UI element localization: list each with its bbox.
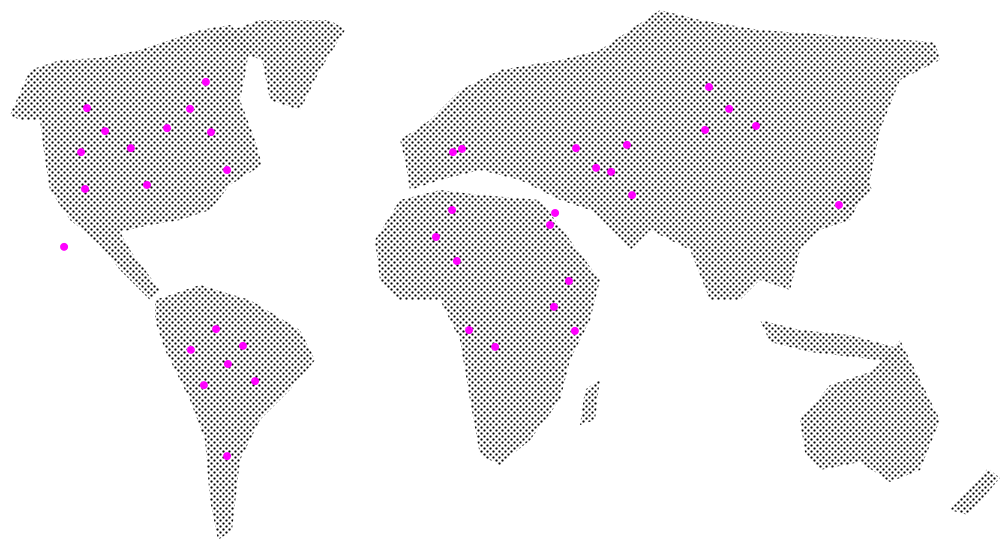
location-marker[interactable] <box>701 125 710 134</box>
north-america <box>10 25 262 300</box>
location-marker[interactable] <box>101 127 110 136</box>
location-marker[interactable] <box>126 144 135 153</box>
indonesia <box>760 320 905 362</box>
location-marker[interactable] <box>564 277 573 286</box>
location-marker[interactable] <box>545 220 554 229</box>
location-marker[interactable] <box>186 104 195 113</box>
japan <box>835 160 872 215</box>
location-marker[interactable] <box>628 191 637 200</box>
location-marker[interactable] <box>572 144 581 153</box>
location-marker[interactable] <box>60 242 69 251</box>
location-marker[interactable] <box>752 121 761 130</box>
new-zealand <box>950 468 1000 515</box>
location-marker[interactable] <box>186 345 195 354</box>
madagascar <box>580 378 600 425</box>
location-marker[interactable] <box>592 163 601 172</box>
location-marker[interactable] <box>251 377 260 386</box>
location-marker[interactable] <box>206 128 215 137</box>
location-marker[interactable] <box>83 104 92 113</box>
location-marker[interactable] <box>81 184 90 193</box>
location-marker[interactable] <box>238 341 247 350</box>
location-marker[interactable] <box>725 104 734 113</box>
location-marker[interactable] <box>457 144 466 153</box>
location-marker[interactable] <box>448 206 457 215</box>
location-marker[interactable] <box>549 302 558 311</box>
location-marker[interactable] <box>491 342 500 351</box>
location-marker[interactable] <box>223 452 232 461</box>
location-marker[interactable] <box>570 326 579 335</box>
location-marker[interactable] <box>223 360 232 369</box>
location-marker[interactable] <box>77 148 86 157</box>
location-marker[interactable] <box>452 257 461 266</box>
location-marker[interactable] <box>163 124 172 133</box>
australia <box>800 340 940 482</box>
location-marker[interactable] <box>551 208 560 217</box>
location-marker[interactable] <box>622 140 631 149</box>
location-marker[interactable] <box>834 200 843 209</box>
location-marker[interactable] <box>223 166 232 175</box>
location-marker[interactable] <box>448 148 457 157</box>
location-marker[interactable] <box>705 83 714 92</box>
location-marker[interactable] <box>431 232 440 241</box>
location-marker[interactable] <box>199 381 208 390</box>
south-america <box>155 285 315 540</box>
location-marker[interactable] <box>143 180 152 189</box>
location-marker[interactable] <box>201 77 210 86</box>
location-marker[interactable] <box>212 325 221 334</box>
location-marker[interactable] <box>465 326 474 335</box>
location-marker[interactable] <box>607 167 616 176</box>
africa <box>375 190 600 465</box>
eurasia <box>400 10 940 300</box>
greenland <box>205 20 345 110</box>
